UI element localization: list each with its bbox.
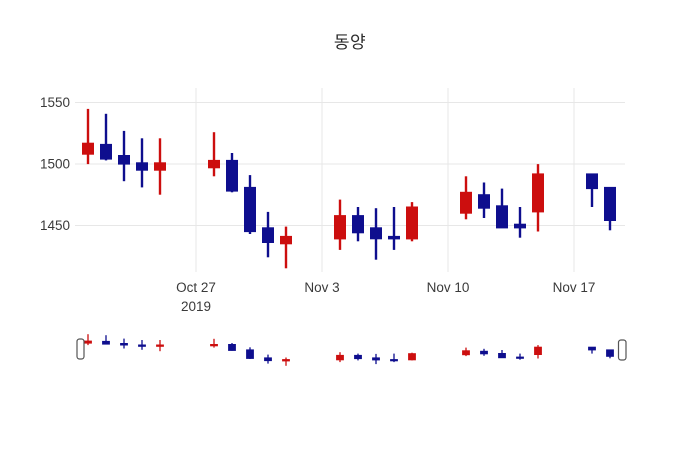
candle-2019-10-23[interactable]	[118, 130, 130, 182]
candle-2019-10-30[interactable]	[244, 175, 256, 234]
candle-2019-11-01[interactable]	[280, 226, 292, 269]
y-tick-label: 1500	[40, 157, 70, 172]
rangeslider-track[interactable]	[75, 330, 625, 370]
candle-2019-11-19[interactable]	[604, 186, 616, 231]
mini-candle-2019-11-11	[462, 347, 470, 357]
mini-candle-2019-11-05	[354, 353, 362, 361]
mini-candle-2019-11-14	[516, 353, 524, 360]
mini-candle-2019-11-13	[498, 350, 506, 359]
mini-candle-2019-11-15	[534, 345, 542, 359]
rangeslider-right-handle[interactable]	[617, 339, 627, 361]
candle-2019-10-25[interactable]	[154, 138, 166, 195]
mini-candle-2019-10-23	[120, 338, 128, 349]
candle-2019-10-24[interactable]	[136, 138, 148, 188]
mini-candle-2019-10-25	[156, 340, 164, 352]
y-axis-labels: 1550 1500 1450	[40, 95, 70, 233]
candle-2019-11-14[interactable]	[514, 207, 526, 238]
mini-candle-2019-11-06	[372, 353, 380, 365]
candle-2019-11-05[interactable]	[352, 207, 364, 242]
candle-2019-11-15[interactable]	[532, 164, 544, 232]
rangeslider-left-handle[interactable]	[76, 338, 85, 360]
y-tick-label: 1450	[40, 218, 70, 233]
mini-candle-2019-11-12	[480, 348, 488, 356]
mini-candle-2019-10-30	[246, 347, 254, 359]
candle-2019-11-13[interactable]	[496, 188, 508, 229]
candle-2019-11-11[interactable]	[460, 176, 472, 220]
mini-candle-2019-11-01	[282, 357, 290, 366]
mini-candle-2019-11-08	[408, 352, 416, 361]
candle-2019-10-22[interactable]	[100, 113, 112, 161]
mini-candle-2019-11-07	[390, 353, 398, 363]
rangeslider-mini-chart	[84, 334, 614, 366]
candle-2019-11-06[interactable]	[370, 208, 382, 260]
mini-candle-2019-11-19	[606, 349, 614, 359]
candle-2019-11-04[interactable]	[334, 199, 346, 250]
x-tick-label: Nov 10	[427, 280, 470, 295]
candle-2019-11-08[interactable]	[406, 202, 418, 242]
candle-2019-10-21[interactable]	[82, 108, 94, 165]
chart-title: 동양	[333, 33, 367, 52]
x-tick-label: Oct 27	[176, 280, 216, 295]
gridlines	[75, 88, 625, 272]
candle-2019-10-28[interactable]	[208, 132, 220, 177]
x-tick-label: Nov 17	[553, 280, 596, 295]
mini-candle-2019-10-31	[264, 354, 272, 364]
mini-candle-2019-10-29	[228, 343, 236, 351]
mini-candle-2019-10-28	[210, 338, 218, 348]
mini-candle-2019-10-22	[102, 335, 110, 345]
x-tick-label: Nov 3	[304, 280, 339, 295]
x-axis-labels: Oct 27 2019 Nov 3 Nov 10 Nov 17	[176, 280, 595, 314]
candles	[82, 108, 616, 269]
candle-2019-11-12[interactable]	[478, 182, 490, 219]
y-tick-label: 1550	[40, 95, 70, 110]
candle-2019-10-29[interactable]	[226, 153, 238, 193]
mini-candle-2019-11-18	[588, 346, 596, 354]
x-tick-year-label: 2019	[181, 299, 211, 314]
mini-candle-2019-10-24	[138, 340, 146, 350]
candle-2019-10-31[interactable]	[262, 211, 274, 258]
mini-candle-2019-11-04	[336, 352, 344, 363]
candle-2019-11-07[interactable]	[388, 207, 400, 250]
candle-2019-11-18[interactable]	[586, 173, 598, 207]
